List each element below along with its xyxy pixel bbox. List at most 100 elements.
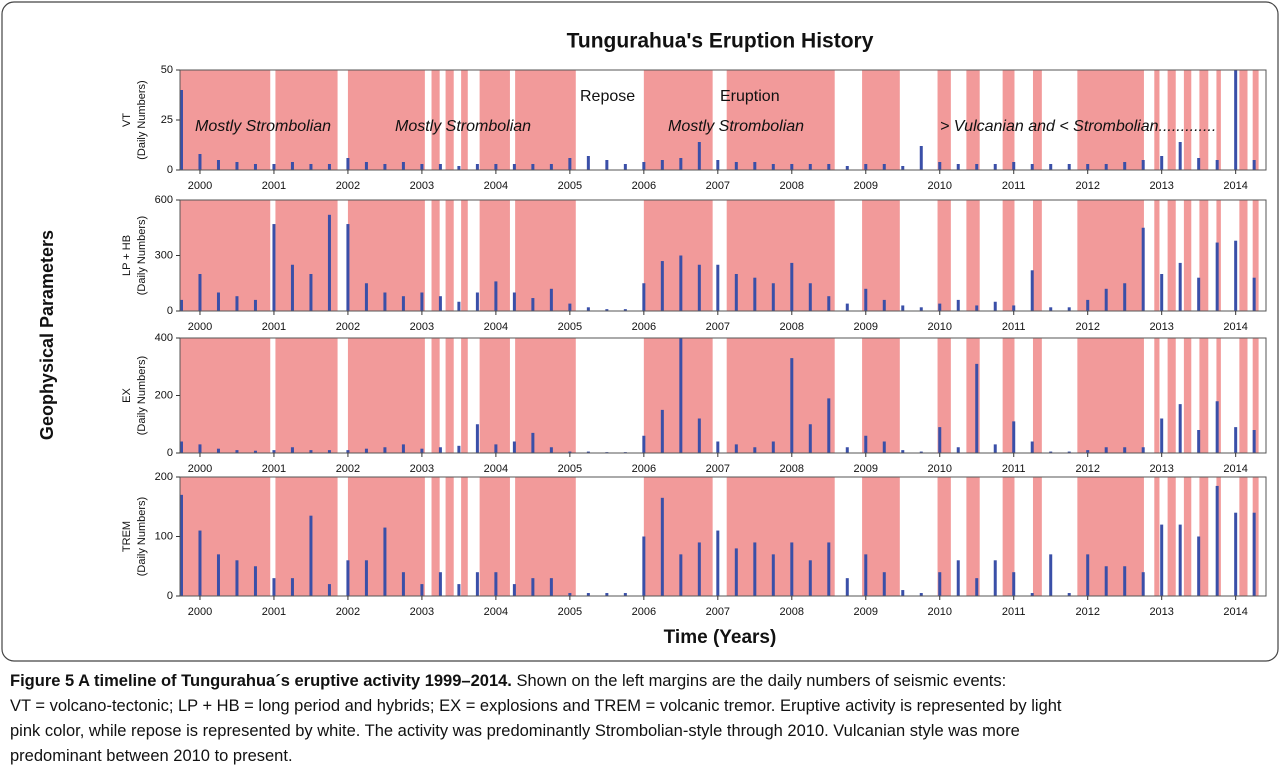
bar [864,554,868,596]
bar [882,441,886,453]
eruption-band [1032,338,1042,453]
bar [531,578,535,596]
x-tick-label: 2002 [336,606,360,618]
bar [438,572,442,596]
bar [679,554,683,596]
eruption-band [937,477,951,596]
bar [586,451,590,453]
chart-title: Tungurahua's Eruption History [567,30,874,53]
eruption-band [1199,200,1209,311]
bar [272,164,276,170]
bar [327,214,331,311]
x-tick-label: 2000 [188,463,212,475]
bar [179,299,183,311]
eruption-band [445,477,454,596]
x-tick-label: 2007 [706,321,730,333]
y-tick-label: 300 [155,249,173,261]
x-tick-label: 2009 [854,606,878,618]
bar [1049,451,1053,453]
eruption-band [1183,477,1192,596]
eruption-band [1002,70,1015,170]
bar [845,303,849,311]
eruption-band [726,477,835,596]
bar [327,164,331,170]
eruption-band [643,338,713,453]
x-tick-label: 2012 [1075,321,1099,333]
bar [919,307,923,311]
bar [1086,299,1090,311]
eruption-band [1167,200,1176,311]
bar [568,158,572,170]
bar [1141,572,1145,596]
bar [1215,242,1219,311]
bar [734,548,738,596]
eruption-band [937,338,951,453]
bar [420,164,424,170]
bar [290,264,294,311]
bar [401,572,405,596]
x-tick-label: 2013 [1149,321,1173,333]
bar [568,593,572,596]
eruption-band [1252,200,1259,311]
eruption-band [1216,70,1221,170]
bar [975,305,979,311]
bar [919,146,923,170]
eruption-band [275,477,338,596]
x-tick-label: 2014 [1223,180,1247,192]
bar [586,593,590,596]
eruption-band [937,70,951,170]
bar [864,164,868,170]
y-tick-label: 50 [161,64,173,76]
bar [1104,447,1108,453]
y-tick-label: 600 [155,194,173,206]
bar [1123,566,1127,596]
x-tick-label: 2007 [706,463,730,475]
eruption-band [726,200,835,311]
bar [475,572,479,596]
bar [771,441,775,453]
bar [1234,427,1238,453]
bar [420,584,424,596]
eruption-band [1239,338,1248,453]
eruption-band [966,200,980,311]
x-tick-label: 2011 [1002,606,1026,618]
bar [1234,240,1238,311]
bar [679,158,683,170]
x-tick-label: 2003 [410,463,434,475]
bar [901,450,905,453]
eruption-band [1167,477,1176,596]
annotation: Eruption [720,88,780,105]
bar [1178,524,1182,596]
bar [290,447,294,453]
y-tick-label: 0 [167,305,173,317]
eruption-band [275,338,338,453]
x-tick-label: 2006 [632,606,656,618]
eruption-band [1002,338,1015,453]
x-tick-label: 2008 [780,321,804,333]
bar [993,560,997,596]
bar [660,261,664,311]
x-tick-label: 2007 [706,606,730,618]
eruption-band [1199,477,1209,596]
bar [901,590,905,596]
eruption-band [431,477,440,596]
bar [1086,450,1090,453]
bar [864,435,868,453]
y-tick-label: 200 [155,471,173,483]
bar [827,164,831,170]
x-tick-label: 2014 [1223,606,1247,618]
bar [734,274,738,311]
bar [420,292,424,311]
bar [697,418,701,453]
eruption-band [1077,70,1144,170]
bar [216,448,220,453]
bar [919,593,923,596]
y-tick-label: 200 [155,389,173,401]
bar [1197,158,1201,170]
bar [827,398,831,453]
eruption-band [461,477,468,596]
bar [734,162,738,170]
bar [901,305,905,311]
eruption-band [1002,200,1015,311]
bar [364,448,368,453]
